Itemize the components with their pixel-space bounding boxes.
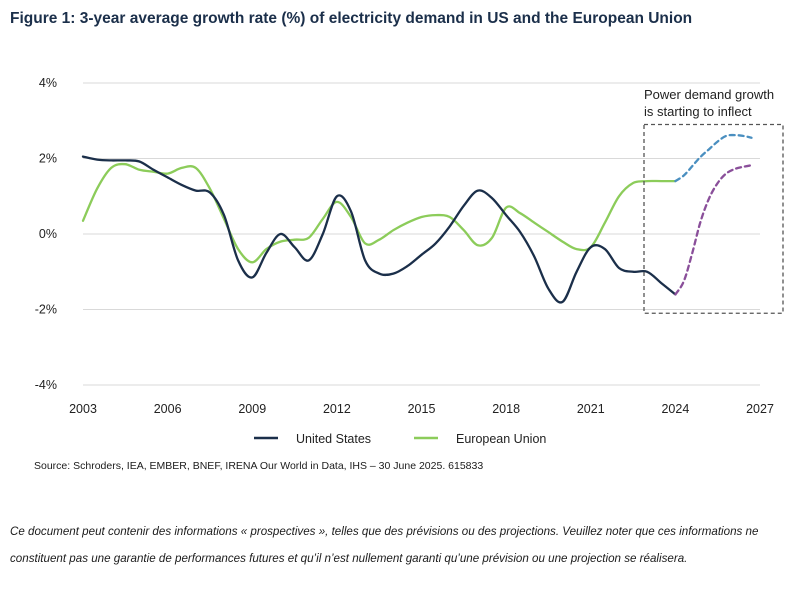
- y-tick-label: -2%: [35, 303, 57, 317]
- series-line-united-states-projection: [674, 164, 753, 296]
- x-tick-label: 2006: [154, 402, 182, 416]
- x-tick-label: 2015: [408, 402, 436, 416]
- annotation-box: [643, 123, 784, 314]
- series-line-united-states: [81, 155, 677, 304]
- y-tick-label: 4%: [39, 76, 57, 90]
- x-tick-label: 2024: [661, 402, 689, 416]
- x-tick-label: 2003: [69, 402, 97, 416]
- disclaimer: Ce document peut contenir des informatio…: [10, 525, 759, 565]
- series-line-european-union-projection: [674, 133, 753, 183]
- annotation-text: is starting to inflect: [644, 104, 752, 119]
- y-tick-label: -4%: [35, 378, 57, 392]
- x-tick-label: 2018: [492, 402, 520, 416]
- series-line-european-union: [81, 162, 677, 264]
- x-tick-label: 2027: [746, 402, 774, 416]
- y-tick-label: 2%: [39, 152, 57, 166]
- annotation-text: Power demand growth: [644, 87, 774, 102]
- x-tick-label: 2012: [323, 402, 351, 416]
- x-tick-label: 2021: [577, 402, 605, 416]
- chart-title: Figure 1: 3-year average growth rate (%)…: [10, 10, 693, 27]
- legend-united-states-label: United States: [296, 432, 371, 446]
- legend-european-union-label: European Union: [456, 432, 546, 446]
- y-tick-label: 0%: [39, 227, 57, 241]
- chart-source: Source: Schroders, IEA, EMBER, BNEF, IRE…: [34, 460, 484, 472]
- x-tick-label: 2009: [238, 402, 266, 416]
